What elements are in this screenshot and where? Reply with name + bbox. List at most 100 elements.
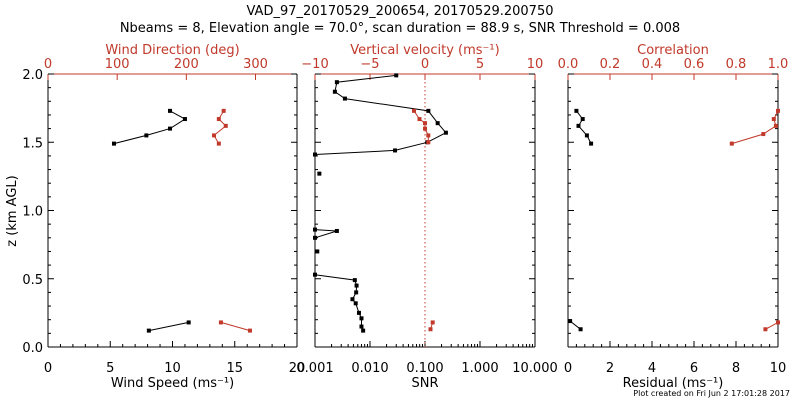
x-tick-label: 6 <box>690 361 698 376</box>
top-tick-label: 0 <box>421 57 429 72</box>
data-point-top <box>771 117 776 122</box>
x-tick-label: 10 <box>164 361 181 376</box>
data-point-top <box>776 108 780 113</box>
data-point-bottom <box>435 121 440 126</box>
x-tick-label: 10.000 <box>512 361 558 376</box>
series-line-bottom <box>113 110 186 145</box>
data-point-bottom <box>568 319 573 324</box>
series-line-top <box>731 110 779 145</box>
data-point-top <box>426 140 431 145</box>
series-line-bottom <box>148 321 189 332</box>
data-point-bottom <box>334 228 339 233</box>
y-tick-label: 2.0 <box>22 68 43 83</box>
x-tick-label: 0.010 <box>351 361 388 376</box>
data-point-top <box>773 123 778 128</box>
data-point-bottom <box>356 310 361 315</box>
x-tick-label: 0.100 <box>406 361 443 376</box>
x-tick-label: 10 <box>770 361 787 376</box>
data-point-bottom <box>580 117 585 122</box>
data-point-top <box>423 126 427 131</box>
footer-timestamp: Plot created on Fri Jun 2 17:01:28 2017 <box>633 389 790 398</box>
x-tick-label: 4 <box>648 361 656 376</box>
top-tick-label: 0.4 <box>642 57 663 72</box>
top-tick-label: 0.8 <box>726 57 747 72</box>
top-axis-label: Vertical velocity (ms⁻¹) <box>350 43 499 58</box>
y-tick-label: 0.0 <box>22 341 43 356</box>
x-tick-label: 1.000 <box>461 361 498 376</box>
series-line-bottom <box>314 274 364 331</box>
top-tick-label: 0.0 <box>558 57 579 72</box>
data-point-bottom <box>317 171 322 176</box>
series-line-bottom <box>314 229 338 239</box>
data-point-bottom <box>168 126 173 131</box>
data-point-top <box>776 320 780 325</box>
y-tick-label: 0.5 <box>22 273 43 288</box>
x-tick-label: 15 <box>226 361 243 376</box>
data-point-bottom <box>353 301 358 306</box>
top-tick-label: −10 <box>301 57 328 72</box>
data-point-top <box>412 108 416 113</box>
data-point-bottom <box>313 235 317 240</box>
data-point-bottom <box>168 108 173 113</box>
series-line-top <box>765 321 779 330</box>
data-point-bottom <box>352 278 357 283</box>
data-point-bottom <box>313 227 317 232</box>
series-line-bottom <box>314 74 447 155</box>
data-point-bottom <box>342 96 347 101</box>
data-point-top <box>221 108 226 113</box>
top-tick-label: 0.2 <box>600 57 621 72</box>
top-axis-label: Correlation <box>637 43 709 58</box>
y-axis-label: z (km AGL) <box>5 175 20 246</box>
data-point-top <box>216 141 221 146</box>
x-tick-label: 8 <box>732 361 740 376</box>
data-point-bottom <box>426 108 431 113</box>
data-point-bottom <box>146 328 151 333</box>
x-tick-label: 0 <box>44 361 52 376</box>
top-tick-label: 300 <box>243 57 268 72</box>
residual-correlation-panel: 0 2 4 6 8 10 Residual (ms⁻¹) 0.0 0.2 0.4 0.6 0.8 1.0… <box>558 43 789 391</box>
data-point-bottom <box>393 148 398 153</box>
top-tick-label: 100 <box>105 57 130 72</box>
snr-vertical-velocity-panel: 0.001 0.010 0.100 1.000 10.000 SNR −10 −5 0 5 10 Ve… <box>296 43 557 391</box>
data-point-top <box>218 320 223 325</box>
data-point-top <box>216 117 221 122</box>
data-point-bottom <box>144 133 149 138</box>
data-point-top <box>761 132 766 137</box>
data-point-top <box>212 133 216 138</box>
data-point-bottom <box>584 133 589 138</box>
data-point-top <box>423 121 427 126</box>
data-point-bottom <box>186 320 191 325</box>
data-point-top <box>426 133 431 138</box>
top-tick-label: 0.6 <box>684 57 705 72</box>
data-point-bottom <box>394 73 399 78</box>
x-tick-label: 5 <box>106 361 114 376</box>
top-axis-label: Wind Direction (deg) <box>105 43 239 58</box>
data-point-bottom <box>350 297 355 302</box>
data-point-bottom <box>361 328 366 333</box>
x-tick-label: 2 <box>606 361 614 376</box>
data-point-bottom <box>359 316 364 321</box>
wind-panel: 0 5 10 15 20 Wind Speed (ms⁻¹) 0 100 200 300 Wind … <box>22 43 305 391</box>
data-point-top <box>428 327 433 332</box>
x-axis-label: SNR <box>411 376 438 391</box>
top-tick-label: −5 <box>360 57 379 72</box>
data-point-top <box>763 327 768 332</box>
top-tick-label: 200 <box>174 57 199 72</box>
data-point-top <box>247 328 252 333</box>
top-tick-label: 0 <box>44 57 52 72</box>
data-point-bottom <box>354 283 359 288</box>
top-tick-label: 1.0 <box>768 57 789 72</box>
data-point-top <box>430 320 435 325</box>
data-point-bottom <box>111 141 116 146</box>
data-point-bottom <box>354 290 359 295</box>
x-tick-label: 0 <box>564 361 572 376</box>
data-point-bottom <box>315 249 320 254</box>
y-tick-label: 1.0 <box>22 205 43 220</box>
data-point-bottom <box>334 80 339 85</box>
y-tick-label: 1.5 <box>22 136 43 151</box>
x-axis-label: Residual (ms⁻¹) <box>623 376 724 391</box>
data-point-bottom <box>182 117 187 122</box>
figure-title-line-1: VAD_97_20170529_200654, 20170529.200750 <box>247 4 554 19</box>
data-point-bottom <box>359 324 364 329</box>
